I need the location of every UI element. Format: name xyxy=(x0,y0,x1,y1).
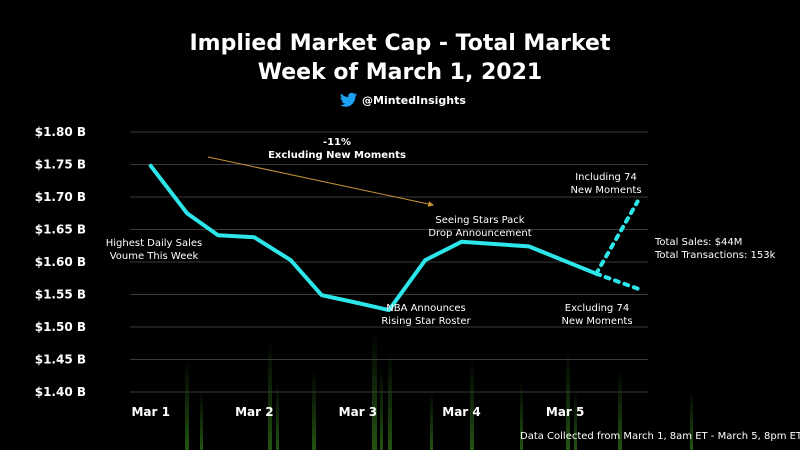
glow-bar xyxy=(200,390,203,450)
annotation-including-new: Including 74 New Moments xyxy=(570,172,641,196)
glow-bar xyxy=(618,370,622,450)
y-tick-label: $1.70 B xyxy=(35,190,86,204)
y-tick-label: $1.45 B xyxy=(35,353,86,367)
y-tick-label: $1.50 B xyxy=(35,320,86,334)
y-tick-label: $1.60 B xyxy=(35,255,86,269)
annotation-line: Rising Star Roster xyxy=(381,316,471,327)
annotation-line: Including 74 xyxy=(575,172,637,183)
projection-line xyxy=(594,271,640,291)
total-transactions: Total Transactions: 153k xyxy=(654,250,776,261)
twitter-bird-icon xyxy=(340,92,357,107)
y-tick-label: $1.40 B xyxy=(35,385,86,399)
glow-bar xyxy=(470,360,474,450)
annotation-excluding-new: Excluding 74 New Moments xyxy=(561,303,632,327)
annotation-line: New Moments xyxy=(561,316,632,327)
glow-bar xyxy=(574,390,577,450)
gridlines xyxy=(130,131,648,393)
annotation-highest-volume: Highest Daily Sales Voume This Week xyxy=(106,238,203,262)
glow-bar xyxy=(520,380,523,450)
glow-bar xyxy=(566,350,570,450)
x-axis-ticks: Mar 1 Mar 2 Mar 3 Mar 4 Mar 5 xyxy=(131,405,584,419)
glow-bar xyxy=(388,350,392,450)
data-collection-note: Data Collected from March 1, 8am ET - Ma… xyxy=(520,431,800,442)
x-tick-label: Mar 5 xyxy=(546,405,584,419)
y-tick-label: $1.75 B xyxy=(35,158,86,172)
annotation-line: Voume This Week xyxy=(110,251,199,262)
annotation-line: Seeing Stars Pack xyxy=(435,215,524,226)
annotation-decline: -11% Excluding New Moments xyxy=(268,137,406,161)
glow-bar xyxy=(380,365,383,450)
annotation-line: Highest Daily Sales xyxy=(106,238,203,249)
total-sales: Total Sales: $44M xyxy=(654,237,742,248)
trend-arrow xyxy=(207,156,435,207)
annotation-line: Drop Announcement xyxy=(428,228,531,239)
x-tick-label: Mar 1 xyxy=(131,405,169,419)
x-tick-label: Mar 4 xyxy=(442,405,480,419)
chart-title: Implied Market Cap - Total Market xyxy=(189,31,610,56)
annotation-seeing-stars: Seeing Stars Pack Drop Announcement xyxy=(428,215,531,239)
y-axis-ticks: $1.40 B $1.45 B $1.50 B $1.55 B $1.60 B $1.65… xyxy=(35,125,86,399)
x-tick-label: Mar 2 xyxy=(235,405,273,419)
glow-bar xyxy=(430,390,433,450)
projection-line xyxy=(594,199,640,276)
background-glow xyxy=(185,330,693,450)
annotation-line: -11% xyxy=(323,137,351,148)
y-tick-label: $1.80 B xyxy=(35,125,86,139)
annotation-rising-star: NBA Announces Rising Star Roster xyxy=(381,303,471,327)
series xyxy=(148,163,640,313)
y-tick-label: $1.55 B xyxy=(35,288,86,302)
market-cap-line xyxy=(148,163,599,313)
annotation-line: Excluding 74 xyxy=(565,303,629,314)
annotation-line: NBA Announces xyxy=(386,303,466,314)
annotation-line: New Moments xyxy=(570,185,641,196)
glow-bar xyxy=(276,380,279,450)
glow-bar xyxy=(185,360,189,450)
annotation-line: Excluding New Moments xyxy=(268,150,406,161)
x-tick-label: Mar 3 xyxy=(339,405,377,419)
chart-subtitle: Week of March 1, 2021 xyxy=(258,60,542,85)
y-tick-label: $1.65 B xyxy=(35,223,86,237)
glow-bar xyxy=(312,370,316,450)
glow-bar xyxy=(372,330,377,450)
twitter-handle: @MintedInsights xyxy=(362,94,466,107)
glow-bar xyxy=(268,340,272,450)
glow-bar xyxy=(690,390,693,450)
